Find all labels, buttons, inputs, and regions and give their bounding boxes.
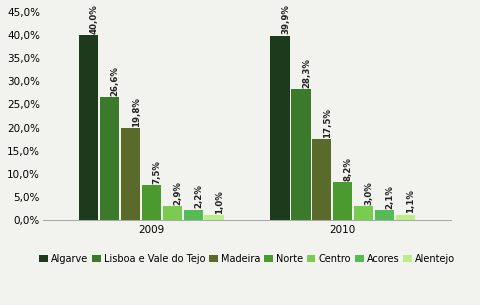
Bar bbox=[354, 206, 373, 220]
Bar bbox=[183, 210, 203, 220]
Text: 2,9%: 2,9% bbox=[173, 181, 182, 205]
Text: 26,6%: 26,6% bbox=[111, 66, 120, 96]
Bar bbox=[163, 206, 182, 220]
Text: 1,1%: 1,1% bbox=[406, 189, 415, 214]
Text: 17,5%: 17,5% bbox=[323, 108, 332, 138]
Text: 40,0%: 40,0% bbox=[90, 4, 99, 34]
Bar bbox=[204, 215, 224, 220]
Bar bbox=[375, 210, 394, 220]
Text: 8,2%: 8,2% bbox=[344, 157, 353, 181]
Text: 2,2%: 2,2% bbox=[194, 185, 203, 208]
Text: 1,0%: 1,0% bbox=[215, 190, 224, 214]
Text: 28,3%: 28,3% bbox=[302, 58, 311, 88]
Bar bbox=[121, 128, 140, 220]
Bar bbox=[396, 215, 415, 220]
Bar bbox=[142, 185, 161, 220]
Text: 39,9%: 39,9% bbox=[281, 5, 290, 34]
Bar bbox=[312, 139, 331, 220]
Legend: Algarve, Lisboa e Vale do Tejo, Madeira, Norte, Centro, Acores, Alentejo: Algarve, Lisboa e Vale do Tejo, Madeira,… bbox=[39, 254, 455, 264]
Bar bbox=[100, 97, 119, 220]
Bar bbox=[291, 89, 311, 220]
Text: 19,8%: 19,8% bbox=[132, 97, 141, 127]
Bar bbox=[79, 35, 98, 220]
Text: 3,0%: 3,0% bbox=[364, 181, 373, 205]
Bar bbox=[333, 182, 352, 220]
Text: 2,1%: 2,1% bbox=[385, 185, 395, 209]
Text: 7,5%: 7,5% bbox=[153, 160, 161, 184]
Bar bbox=[270, 36, 289, 220]
